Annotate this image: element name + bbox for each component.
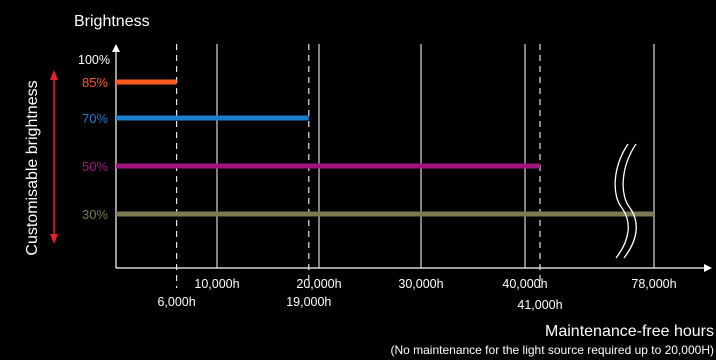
brightness-label: 85% [82, 75, 108, 90]
brightness-label: 30% [82, 207, 108, 222]
double-arrow-icon [50, 70, 58, 244]
x-tick-label: 40,000h [502, 277, 547, 291]
maintenance-note: (No maintenance for the light source req… [390, 343, 714, 357]
x-tick-label: 20,000h [296, 277, 341, 291]
side-label: Customisable brightness [24, 80, 41, 255]
y-axis-title: Brightness [74, 13, 150, 30]
brightness-label: 70% [82, 111, 108, 126]
dashed-tick-label: 19,000h [286, 295, 331, 309]
dashed-tick-label: 41,000h [517, 298, 562, 312]
x-axis-arrow-icon [704, 264, 712, 272]
x-tick-label: 10,000h [194, 277, 239, 291]
dashed-tick-label: 6,000h [157, 295, 195, 309]
y-top-label: 100% [78, 53, 110, 67]
y-axis-arrow-icon [112, 44, 120, 52]
axis-break-icon [614, 143, 637, 259]
brightness-label: 50% [82, 159, 108, 174]
x-tick-label: 30,000h [398, 277, 443, 291]
x-tick-label: 78,000h [631, 277, 676, 291]
x-axis-title: Maintenance-free hours [545, 323, 714, 340]
